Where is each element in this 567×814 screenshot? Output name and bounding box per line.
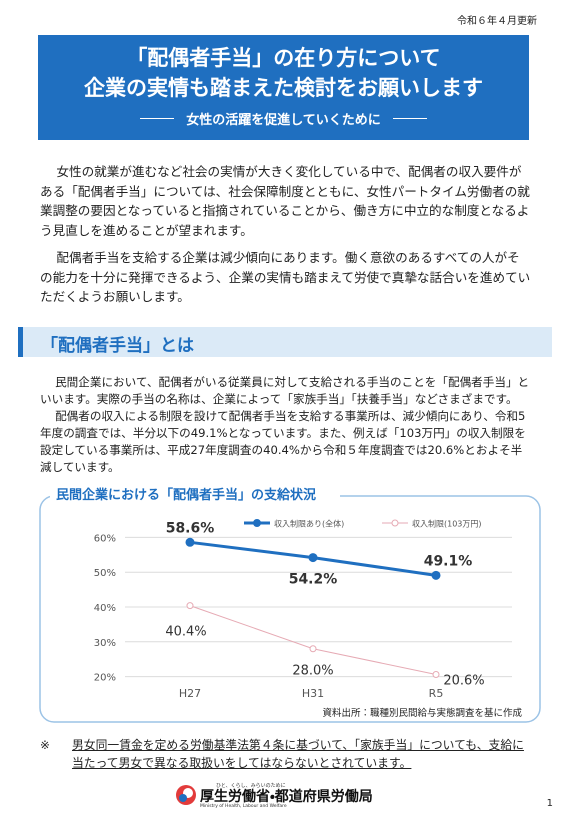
rule bbox=[140, 118, 175, 119]
chart: 民間企業における「配偶者手当」の支給状況 資料出所：職種別民間給与実態調査を基に… bbox=[39, 486, 541, 723]
legend-marker bbox=[253, 519, 261, 527]
subtitle-row: 女性の活躍を促進していくために bbox=[38, 109, 529, 128]
logo-mark bbox=[179, 794, 187, 802]
data-label: 58.6% bbox=[166, 520, 215, 536]
legend-label: 収入制限(103万円) bbox=[412, 519, 482, 529]
section-heading-bar: 「配偶者手当」とは bbox=[18, 327, 552, 357]
section-body: 民間企業において、配偶者がいる従業員に対して支給される手当のことを「配偶者手当」… bbox=[40, 374, 532, 476]
title-line: 企業の実情も踏まえた検討をお願いします bbox=[84, 76, 483, 100]
y-tick-label: 50% bbox=[94, 568, 116, 579]
data-point bbox=[309, 645, 317, 653]
data-label: 40.4% bbox=[165, 625, 206, 640]
chart-title: 民間企業における「配偶者手当」の支給状況 bbox=[56, 487, 316, 503]
note: ※ 男女同一賃金を定める労働基準法第４条に基づいて、「家族手当」についても、支給… bbox=[40, 736, 532, 772]
paragraph: 配偶者の収入による制限を設けて配偶者手当を支給する事業所は、減少傾向にあり、令和… bbox=[40, 409, 526, 474]
data-label: 20.6% bbox=[443, 673, 484, 688]
section-heading: 「配偶者手当」とは bbox=[41, 336, 194, 356]
y-tick-label: 20% bbox=[94, 673, 116, 684]
x-tick-label: H27 bbox=[179, 687, 201, 700]
data-point bbox=[185, 537, 195, 547]
tagline: ひと、くらし、みらいのために bbox=[216, 783, 286, 789]
intro: 女性の就業が進むなど社会の実情が大きく変化している中で、配偶者の収入要件がある「… bbox=[40, 162, 532, 307]
legend-marker bbox=[391, 519, 399, 527]
data-label: 49.1% bbox=[424, 553, 473, 569]
ministry-en: Ministry of Health, Labour and Welfare bbox=[200, 803, 287, 809]
legend-label: 収入制限あり(全体) bbox=[274, 519, 344, 529]
title-line: 「配偶者手当」の在り方について bbox=[126, 46, 441, 70]
data-point bbox=[431, 570, 441, 580]
subtitle: 女性の活躍を促進していくために bbox=[186, 113, 381, 128]
x-tick-label: R5 bbox=[429, 687, 444, 700]
x-tick-label: H31 bbox=[302, 687, 324, 700]
org-name: 厚生労働省・都道府県労働局 bbox=[200, 788, 373, 805]
y-tick-label: 30% bbox=[94, 638, 116, 649]
data-point bbox=[432, 670, 440, 678]
data-point bbox=[308, 553, 318, 563]
title-banner: 「配偶者手当」の在り方について 企業の実情も踏まえた検討をお願いします 女性の活… bbox=[38, 35, 529, 140]
footer-logo: ひと、くらし、みらいのために Ministry of Health, Labou… bbox=[176, 783, 373, 809]
y-tick-label: 40% bbox=[94, 603, 116, 614]
paragraph: 女性の就業が進むなど社会の実情が大きく変化している中で、配偶者の収入要件がある「… bbox=[40, 164, 530, 238]
paragraph: 民間企業において、配偶者がいる従業員に対して支給される手当のことを「配偶者手当」… bbox=[40, 375, 530, 406]
data-point bbox=[186, 602, 194, 610]
y-tick-label: 60% bbox=[94, 533, 116, 544]
update-date: 令和６年４月更新 bbox=[457, 16, 537, 27]
data-label: 54.2% bbox=[289, 572, 338, 588]
chart-source: 資料出所：職種別民間給与実態調査を基に作成 bbox=[322, 707, 522, 719]
note-text: 男女同一賃金を定める労働基準法第４条に基づいて、「家族手当」についても、支給に当… bbox=[72, 738, 524, 770]
page-number: 1 bbox=[546, 798, 553, 809]
data-label: 28.0% bbox=[292, 664, 333, 679]
rule bbox=[392, 118, 427, 119]
paragraph: 配偶者手当を支給する企業は減少傾向にあります。働く意欲のあるすべての人がその能力… bbox=[40, 250, 531, 304]
note-mark: ※ bbox=[40, 738, 50, 752]
title-backdrop bbox=[50, 486, 340, 504]
